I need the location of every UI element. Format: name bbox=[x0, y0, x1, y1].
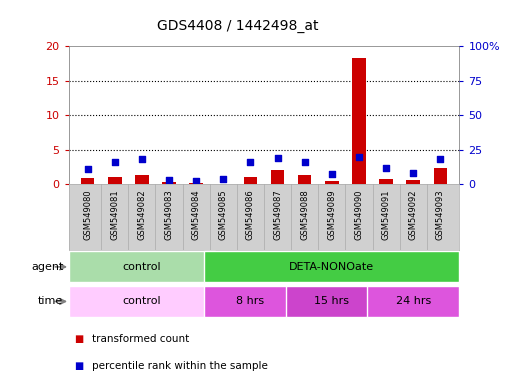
Text: percentile rank within the sample: percentile rank within the sample bbox=[92, 361, 268, 371]
Text: GSM549084: GSM549084 bbox=[192, 190, 201, 240]
Text: 15 hrs: 15 hrs bbox=[314, 296, 350, 306]
Text: GSM549089: GSM549089 bbox=[327, 190, 336, 240]
Point bbox=[246, 159, 254, 165]
Bar bbox=[407, 180, 420, 184]
Bar bbox=[204, 252, 459, 283]
Text: ■: ■ bbox=[74, 334, 83, 344]
Point bbox=[110, 159, 119, 165]
Point bbox=[83, 166, 92, 172]
Text: GSM549086: GSM549086 bbox=[246, 190, 255, 240]
Bar bbox=[81, 178, 95, 184]
Point bbox=[192, 178, 201, 184]
Text: time: time bbox=[38, 296, 63, 306]
Text: ■: ■ bbox=[74, 361, 83, 371]
Point bbox=[165, 177, 173, 184]
Text: GSM549085: GSM549085 bbox=[219, 190, 228, 240]
Bar bbox=[352, 58, 366, 184]
Text: GSM549092: GSM549092 bbox=[409, 190, 418, 240]
Text: GSM549082: GSM549082 bbox=[137, 190, 146, 240]
Text: transformed count: transformed count bbox=[92, 334, 190, 344]
Text: GSM549083: GSM549083 bbox=[165, 190, 174, 240]
Bar bbox=[204, 286, 297, 317]
Point bbox=[219, 176, 228, 182]
Point bbox=[436, 156, 445, 162]
Text: 24 hrs: 24 hrs bbox=[395, 296, 431, 306]
Bar bbox=[433, 168, 447, 184]
Bar bbox=[286, 286, 378, 317]
Text: GSM549093: GSM549093 bbox=[436, 190, 445, 240]
Point bbox=[300, 159, 309, 165]
Bar bbox=[69, 252, 215, 283]
Text: GSM549091: GSM549091 bbox=[382, 190, 391, 240]
Bar bbox=[135, 175, 149, 184]
Bar bbox=[243, 177, 257, 184]
Bar bbox=[69, 286, 215, 317]
Point bbox=[327, 171, 336, 177]
Bar bbox=[298, 175, 312, 184]
Point bbox=[409, 170, 418, 176]
Text: GDS4408 / 1442498_at: GDS4408 / 1442498_at bbox=[157, 19, 318, 33]
Bar bbox=[325, 181, 338, 184]
Bar bbox=[108, 177, 121, 184]
Text: control: control bbox=[122, 296, 161, 306]
Point bbox=[274, 155, 282, 161]
Point bbox=[138, 156, 146, 162]
Text: GSM549081: GSM549081 bbox=[110, 190, 119, 240]
Bar bbox=[271, 170, 285, 184]
Point bbox=[355, 154, 363, 160]
Bar bbox=[379, 179, 393, 184]
Text: control: control bbox=[122, 262, 161, 272]
Point bbox=[382, 165, 390, 171]
Text: GSM549080: GSM549080 bbox=[83, 190, 92, 240]
Text: agent: agent bbox=[31, 262, 63, 272]
Text: 8 hrs: 8 hrs bbox=[237, 296, 265, 306]
Text: DETA-NONOate: DETA-NONOate bbox=[289, 262, 374, 272]
Bar bbox=[190, 183, 203, 184]
Bar bbox=[162, 182, 176, 184]
Text: GSM549090: GSM549090 bbox=[354, 190, 363, 240]
Bar bbox=[367, 286, 459, 317]
Text: GSM549087: GSM549087 bbox=[273, 190, 282, 240]
Text: GSM549088: GSM549088 bbox=[300, 190, 309, 240]
